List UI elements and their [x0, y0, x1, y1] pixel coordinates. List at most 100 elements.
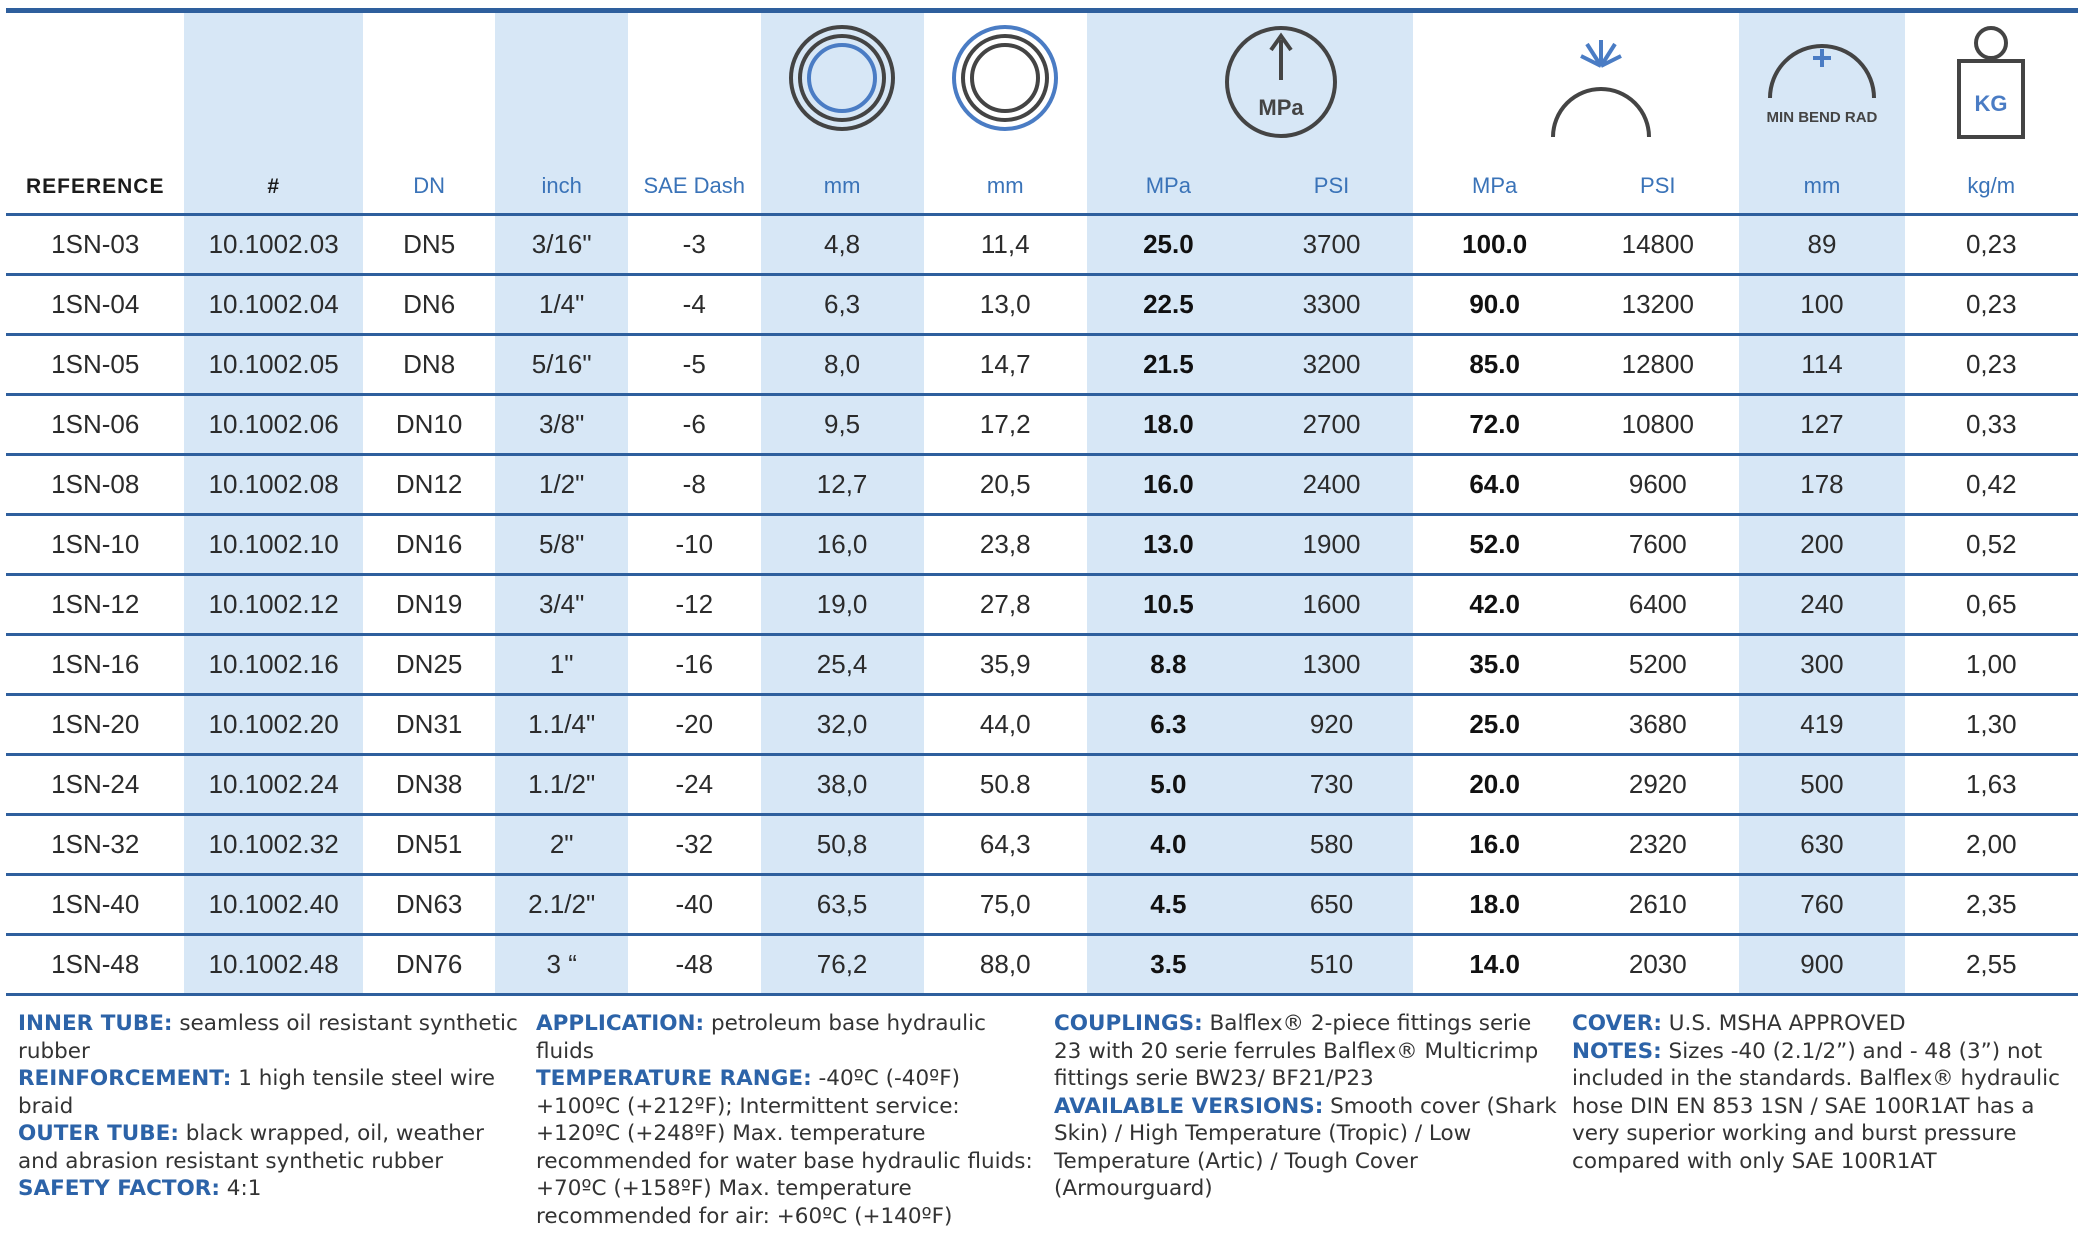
note-value: U.S. MSHA APPROVED	[1661, 1011, 1906, 1036]
note-key: NOTES:	[1572, 1038, 1662, 1064]
working-psi-unit: PSI	[1313, 173, 1350, 198]
cell-dn: DN8	[362, 334, 496, 396]
table-row: 1SN-48 10.1002.48 DN76 3 “-48 76,2 88,0 3.5 510…	[6, 934, 2078, 996]
cell-num: 10.1002.06	[184, 394, 363, 456]
cell-inch: 2"	[495, 814, 628, 876]
cell-kg: 0,42	[1904, 454, 2078, 516]
cell-dn: DN63	[362, 874, 496, 936]
cell-bend: 240	[1739, 574, 1905, 636]
cell-bp-mpa: 72.0	[1413, 394, 1577, 456]
note-value: black wrapped, oil, weather and abrasion…	[18, 1121, 484, 1174]
cell-od: 35,9	[923, 634, 1087, 696]
notes-column-1: INNER TUBE: seamless oil resistant synth…	[18, 1010, 528, 1203]
cell-dn: DN12	[362, 454, 496, 516]
cell-bend: 200	[1739, 514, 1905, 576]
cell-kg: 0,65	[1904, 574, 2078, 636]
cell-kg: 0,23	[1904, 214, 2078, 276]
cell-dn: DN25	[362, 634, 496, 696]
cell-inch: 1"	[495, 634, 628, 696]
note-value: Sizes -40 (2.1/2”) and - 48 (3”) not inc…	[1572, 1038, 2060, 1174]
cell-id: 4,8	[760, 214, 924, 276]
table-body: 1SN-03 10.1002.03 DN5 3/16" -3 4,8 11,4 25.0 370…	[6, 214, 2078, 996]
cell-num: 10.1002.05	[184, 334, 363, 396]
cell-bp-mpa: 35.0	[1413, 634, 1577, 696]
cell-wp-psi: 510	[1249, 934, 1414, 996]
cell-num: 10.1002.12	[184, 574, 363, 636]
note-key: AVAILABLE VERSIONS:	[1054, 1093, 1324, 1119]
cell-bend: 114	[1739, 334, 1905, 396]
cell-ref: 1SN-06	[6, 394, 185, 456]
cell-sae: -4	[627, 274, 761, 336]
table-row: 1SN-04 10.1002.04 DN6 1/4" -4 6,3 13,0 22.5 3300…	[6, 274, 2078, 336]
cell-bp-mpa: 20.0	[1413, 754, 1577, 816]
cell-od: 13,0	[923, 274, 1087, 336]
col-header-working-psi: PSI	[1249, 13, 1414, 215]
cell-bp-mpa: 64.0	[1413, 454, 1577, 516]
header-row: REFERENCE # DN inch SAE Dash mm	[6, 13, 2078, 215]
outer-diameter-icon	[924, 23, 1087, 133]
cell-bp-psi: 9600	[1576, 454, 1740, 516]
note-value: -40ºC (-40ºF) +100ºC (+212ºF); Intermitt…	[536, 1066, 1033, 1229]
cell-id: 32,0	[760, 694, 924, 756]
cell-od: 11,4	[923, 214, 1087, 276]
cell-sae: -24	[627, 754, 761, 816]
top-rule	[6, 8, 2078, 13]
cell-wp-mpa: 4.0	[1086, 814, 1250, 876]
cell-od: 50.8	[923, 754, 1087, 816]
cell-sae: -40	[627, 874, 761, 936]
note-item: NOTES: Sizes -40 (2.1/2”) and - 48 (3”) …	[1572, 1038, 2082, 1176]
cell-wp-psi: 3700	[1249, 214, 1414, 276]
cell-kg: 0,23	[1904, 274, 2078, 336]
note-value: 4:1	[219, 1176, 262, 1201]
col-header-sae: SAE Dash	[627, 13, 761, 215]
cell-ref: 1SN-10	[6, 514, 185, 576]
cell-dn: DN76	[362, 934, 496, 996]
cell-dn: DN6	[362, 274, 496, 336]
cell-dn: DN31	[362, 694, 496, 756]
cell-wp-mpa: 18.0	[1086, 394, 1250, 456]
cell-sae: -12	[627, 574, 761, 636]
table-row: 1SN-40 10.1002.40 DN63 2.1/2" -40 63,5 75,0 4.5…	[6, 874, 2078, 936]
col-header-reference: REFERENCE	[6, 13, 185, 215]
cell-inch: 3/8"	[495, 394, 628, 456]
cell-sae: -48	[627, 934, 761, 996]
cell-bp-mpa: 16.0	[1413, 814, 1577, 876]
cell-bp-psi: 2920	[1576, 754, 1740, 816]
cell-bend: 100	[1739, 274, 1905, 336]
table-row: 1SN-06 10.1002.06 DN10 3/8" -6 9,5 17,2 18.0 270…	[6, 394, 2078, 456]
table-row: 1SN-08 10.1002.08 DN12 1/2" -8 12,7 20,5 16.0 24…	[6, 454, 2078, 516]
col-header-bend-radius: MIN BEND RAD mm	[1739, 13, 1905, 215]
note-value: petroleum base hydraulic fluids	[536, 1011, 986, 1064]
cell-kg: 1,30	[1904, 694, 2078, 756]
cell-bp-mpa: 42.0	[1413, 574, 1577, 636]
burst-pressure-icon	[1441, 22, 1761, 142]
cell-id: 16,0	[760, 514, 924, 576]
cell-inch: 2.1/2"	[495, 874, 628, 936]
cell-bp-psi: 7600	[1576, 514, 1740, 576]
cell-num: 10.1002.48	[184, 934, 363, 996]
cell-wp-psi: 2700	[1249, 394, 1414, 456]
note-value: seamless oil resistant synthetic rubber	[18, 1011, 518, 1064]
inner-diameter-unit: mm	[823, 173, 861, 198]
col-header-outer-diameter: mm	[923, 13, 1087, 215]
cell-sae: -20	[627, 694, 761, 756]
bend-unit: mm	[1803, 173, 1841, 198]
cell-inch: 3/16"	[495, 214, 628, 276]
cell-kg: 2,55	[1904, 934, 2078, 996]
cell-id: 25,4	[760, 634, 924, 696]
cell-wp-mpa: 3.5	[1086, 934, 1250, 996]
cell-wp-psi: 1300	[1249, 634, 1414, 696]
cell-ref: 1SN-16	[6, 634, 185, 696]
note-item: COUPLINGS: Balflex® 2-piece fittings ser…	[1054, 1010, 1564, 1093]
cell-num: 10.1002.03	[184, 214, 363, 276]
note-item: COVER: U.S. MSHA APPROVED	[1572, 1010, 2082, 1038]
table-row: 1SN-10 10.1002.10 DN16 5/8" -10 16,0 23,8 13.0 1…	[6, 514, 2078, 576]
cell-bp-psi: 6400	[1576, 574, 1740, 636]
cell-inch: 3/4"	[495, 574, 628, 636]
cell-sae: -10	[627, 514, 761, 576]
col-header-dn: DN	[362, 13, 496, 215]
cell-kg: 1,00	[1904, 634, 2078, 696]
weight-icon: KG	[1905, 23, 2078, 143]
cell-dn: DN5	[362, 214, 496, 276]
col-header-working-mpa: MPa	[1086, 13, 1250, 215]
